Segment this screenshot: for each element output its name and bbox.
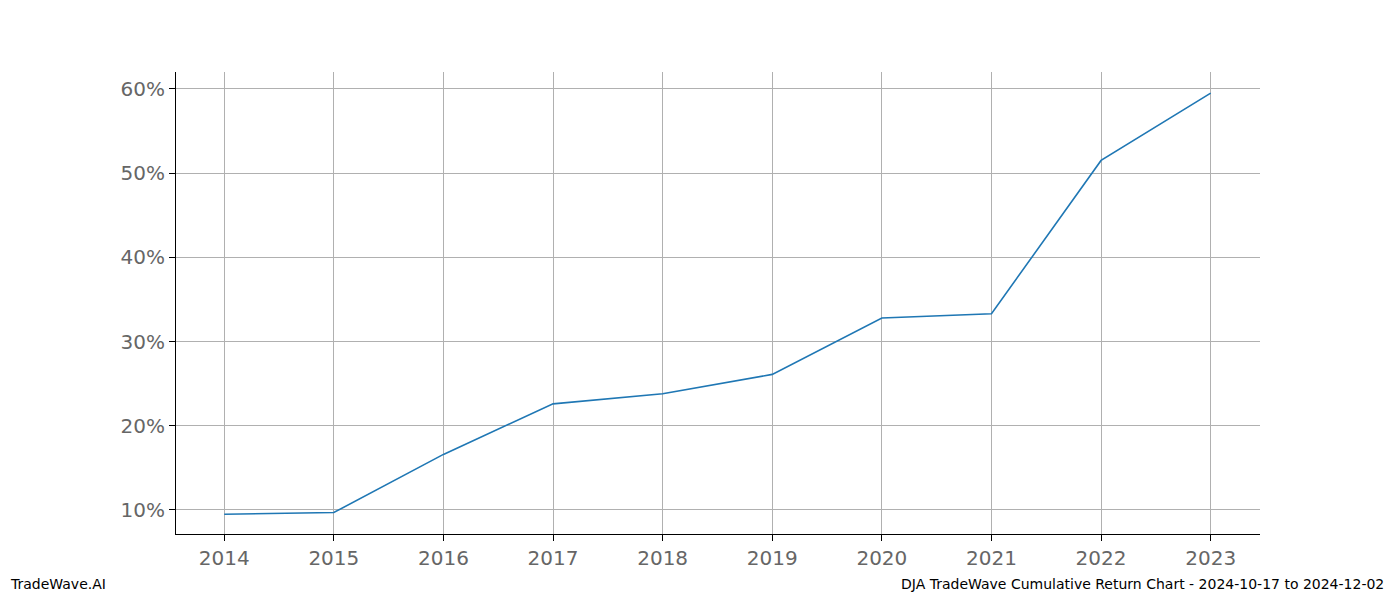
svg-text:2018: 2018 [637,546,688,570]
svg-text:40%: 40% [121,245,165,269]
svg-text:2020: 2020 [856,546,907,570]
svg-text:2019: 2019 [747,546,798,570]
svg-text:2021: 2021 [966,546,1017,570]
svg-text:10%: 10% [121,498,165,522]
svg-text:20%: 20% [121,414,165,438]
svg-text:50%: 50% [121,161,165,185]
svg-text:30%: 30% [121,330,165,354]
svg-text:DJA TradeWave Cumulative Retur: DJA TradeWave Cumulative Return Chart - … [901,576,1384,592]
svg-text:2016: 2016 [418,546,469,570]
svg-text:60%: 60% [121,77,165,101]
svg-text:TradeWave.AI: TradeWave.AI [10,576,106,592]
svg-text:2023: 2023 [1185,546,1236,570]
svg-text:2017: 2017 [528,546,579,570]
svg-text:2015: 2015 [308,546,359,570]
svg-text:2022: 2022 [1076,546,1127,570]
svg-text:2014: 2014 [199,546,250,570]
